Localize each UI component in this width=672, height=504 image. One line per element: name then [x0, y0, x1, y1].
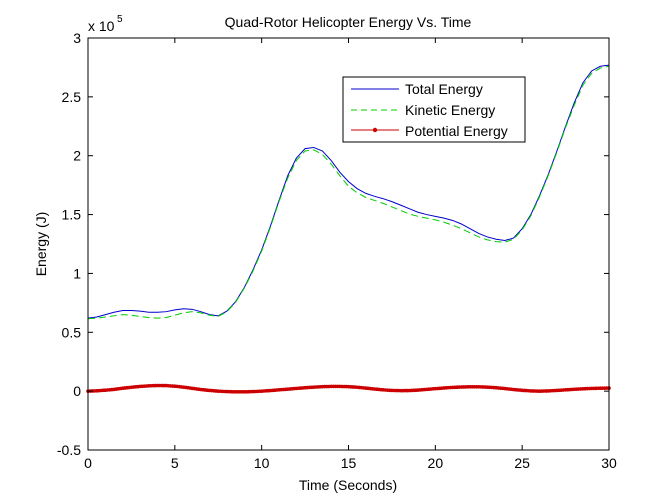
x-tick-label: 10: [254, 455, 270, 471]
series-total-energy: [87, 64, 610, 319]
series-layer: [86, 64, 611, 394]
y-tick-label: 3: [73, 30, 81, 46]
y-tick-label: 0: [73, 383, 81, 399]
y-tick-label: 2.5: [62, 89, 82, 105]
x-tick-label: 25: [514, 455, 530, 471]
x-tick-label: 0: [84, 455, 92, 471]
y-multiplier-base: x 10: [88, 18, 115, 34]
legend: Total Energy Kinetic Energy Potential En…: [342, 76, 526, 143]
legend-label-kinetic: Kinetic Energy: [405, 102, 495, 118]
legend-marker-potential: [372, 127, 378, 133]
y-tick-label: 1: [73, 265, 81, 281]
y-tick-label: 1.5: [62, 207, 82, 223]
ticks-layer: 0 5 10 15 20 25 30-0.500.511.522.53: [57, 30, 617, 471]
legend-label-potential: Potential Energy: [405, 123, 508, 139]
chart-title: Quad-Rotor Helicopter Energy Vs. Time: [225, 14, 472, 30]
x-tick-label: 15: [341, 455, 357, 471]
legend-label-total: Total Energy: [405, 81, 483, 97]
y-multiplier-exponent: 5: [117, 14, 123, 25]
y-tick-label: 2: [73, 148, 81, 164]
x-axis-label: Time (Seconds): [299, 477, 397, 493]
x-tick-label: 5: [171, 455, 179, 471]
y-axis-label: Energy (J): [33, 212, 49, 277]
y-tick-label: 0.5: [62, 324, 82, 340]
x-tick-label: 20: [428, 455, 444, 471]
y-tick-label: -0.5: [57, 442, 81, 458]
x-tick-label: 30: [601, 455, 617, 471]
